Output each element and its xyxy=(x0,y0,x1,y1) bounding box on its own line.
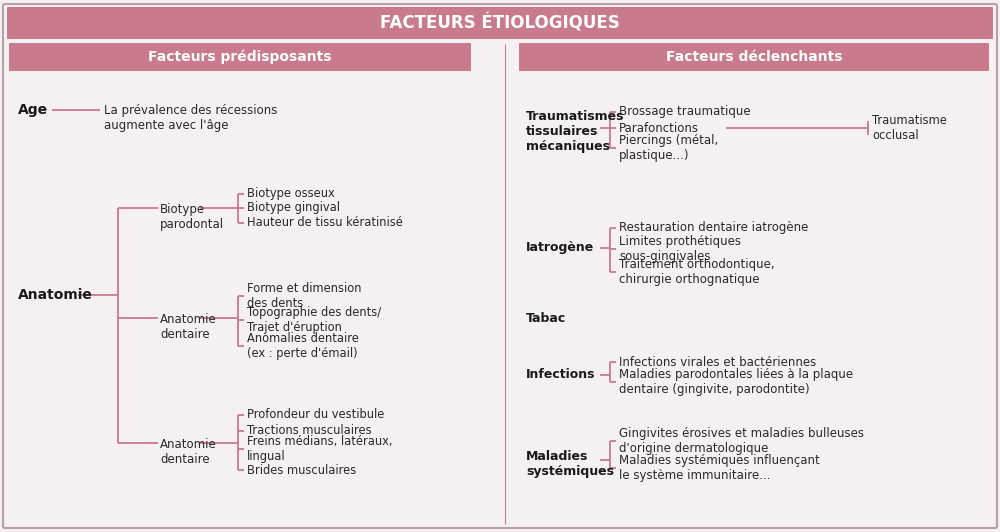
Text: Facteurs prédisposants: Facteurs prédisposants xyxy=(148,50,332,64)
Text: Anatomie
dentaire: Anatomie dentaire xyxy=(160,438,217,466)
Text: Gingivites érosives et maladies bulleuses
d'origine dermatologique: Gingivites érosives et maladies bulleuse… xyxy=(619,427,864,455)
Text: Anatomie: Anatomie xyxy=(18,288,93,302)
Text: Freins médians, latéraux,
lingual: Freins médians, latéraux, lingual xyxy=(247,435,392,463)
Text: Traumatisme
occlusal: Traumatisme occlusal xyxy=(872,114,947,142)
Text: Infections virales et bactériennes: Infections virales et bactériennes xyxy=(619,355,816,369)
Text: La prévalence des récessions
augmente avec l'âge: La prévalence des récessions augmente av… xyxy=(104,104,277,132)
Text: Facteurs déclenchants: Facteurs déclenchants xyxy=(666,50,842,64)
Text: Age: Age xyxy=(18,103,48,117)
Text: Infections: Infections xyxy=(526,369,596,381)
Text: Forme et dimension
des dents: Forme et dimension des dents xyxy=(247,282,362,310)
FancyBboxPatch shape xyxy=(519,43,989,71)
Text: Iatrogène: Iatrogène xyxy=(526,242,594,254)
Text: Traumatismes
tissulaires
mécaniques: Traumatismes tissulaires mécaniques xyxy=(526,110,624,153)
Text: Profondeur du vestibule: Profondeur du vestibule xyxy=(247,409,384,421)
Text: Hauteur de tissu kératinisé: Hauteur de tissu kératinisé xyxy=(247,217,403,229)
Text: Biotype
parodontal: Biotype parodontal xyxy=(160,203,224,231)
FancyBboxPatch shape xyxy=(9,43,471,71)
Text: Restauration dentaire iatrogène: Restauration dentaire iatrogène xyxy=(619,221,808,235)
Text: Maladies systémiques influençant
le système immunitaire...: Maladies systémiques influençant le syst… xyxy=(619,454,820,482)
Text: FACTEURS ÉTIOLOGIQUES: FACTEURS ÉTIOLOGIQUES xyxy=(380,13,620,32)
Text: Tractions musculaires: Tractions musculaires xyxy=(247,425,372,437)
FancyBboxPatch shape xyxy=(7,7,993,39)
Text: Brides musculaires: Brides musculaires xyxy=(247,463,356,477)
Text: Parafonctions: Parafonctions xyxy=(619,121,699,135)
Text: Tabac: Tabac xyxy=(526,312,566,325)
Text: Limites prothétiques
sous-gingivales: Limites prothétiques sous-gingivales xyxy=(619,235,741,263)
Text: Biotype osseux: Biotype osseux xyxy=(247,187,335,201)
Text: Piercings (métal,
plastique...): Piercings (métal, plastique...) xyxy=(619,134,718,162)
Text: Maladies parodontales liées à la plaque
dentaire (gingivite, parodontite): Maladies parodontales liées à la plaque … xyxy=(619,368,853,396)
Text: Topographie des dents/
Trajet d'éruption: Topographie des dents/ Trajet d'éruption xyxy=(247,306,381,334)
Text: Anatomie
dentaire: Anatomie dentaire xyxy=(160,313,217,341)
Text: Anomalies dentaire
(ex : perte d'émail): Anomalies dentaire (ex : perte d'émail) xyxy=(247,332,359,360)
Text: Brossage traumatique: Brossage traumatique xyxy=(619,105,751,119)
Text: Traitement orthodontique,
chirurgie orthognatique: Traitement orthodontique, chirurgie orth… xyxy=(619,258,775,286)
Text: Biotype gingival: Biotype gingival xyxy=(247,202,340,214)
Text: Maladies
systémiques: Maladies systémiques xyxy=(526,450,614,478)
